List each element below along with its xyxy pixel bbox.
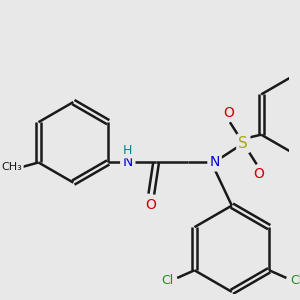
Text: N: N [122, 155, 133, 170]
Text: Cl: Cl [161, 274, 174, 287]
Text: Cl: Cl [290, 274, 300, 287]
Text: CH₃: CH₃ [1, 162, 22, 172]
Text: O: O [224, 106, 234, 120]
Text: N: N [209, 155, 220, 170]
Text: O: O [253, 167, 264, 181]
Text: O: O [145, 198, 156, 212]
Text: H: H [123, 143, 132, 157]
Text: S: S [238, 136, 248, 151]
